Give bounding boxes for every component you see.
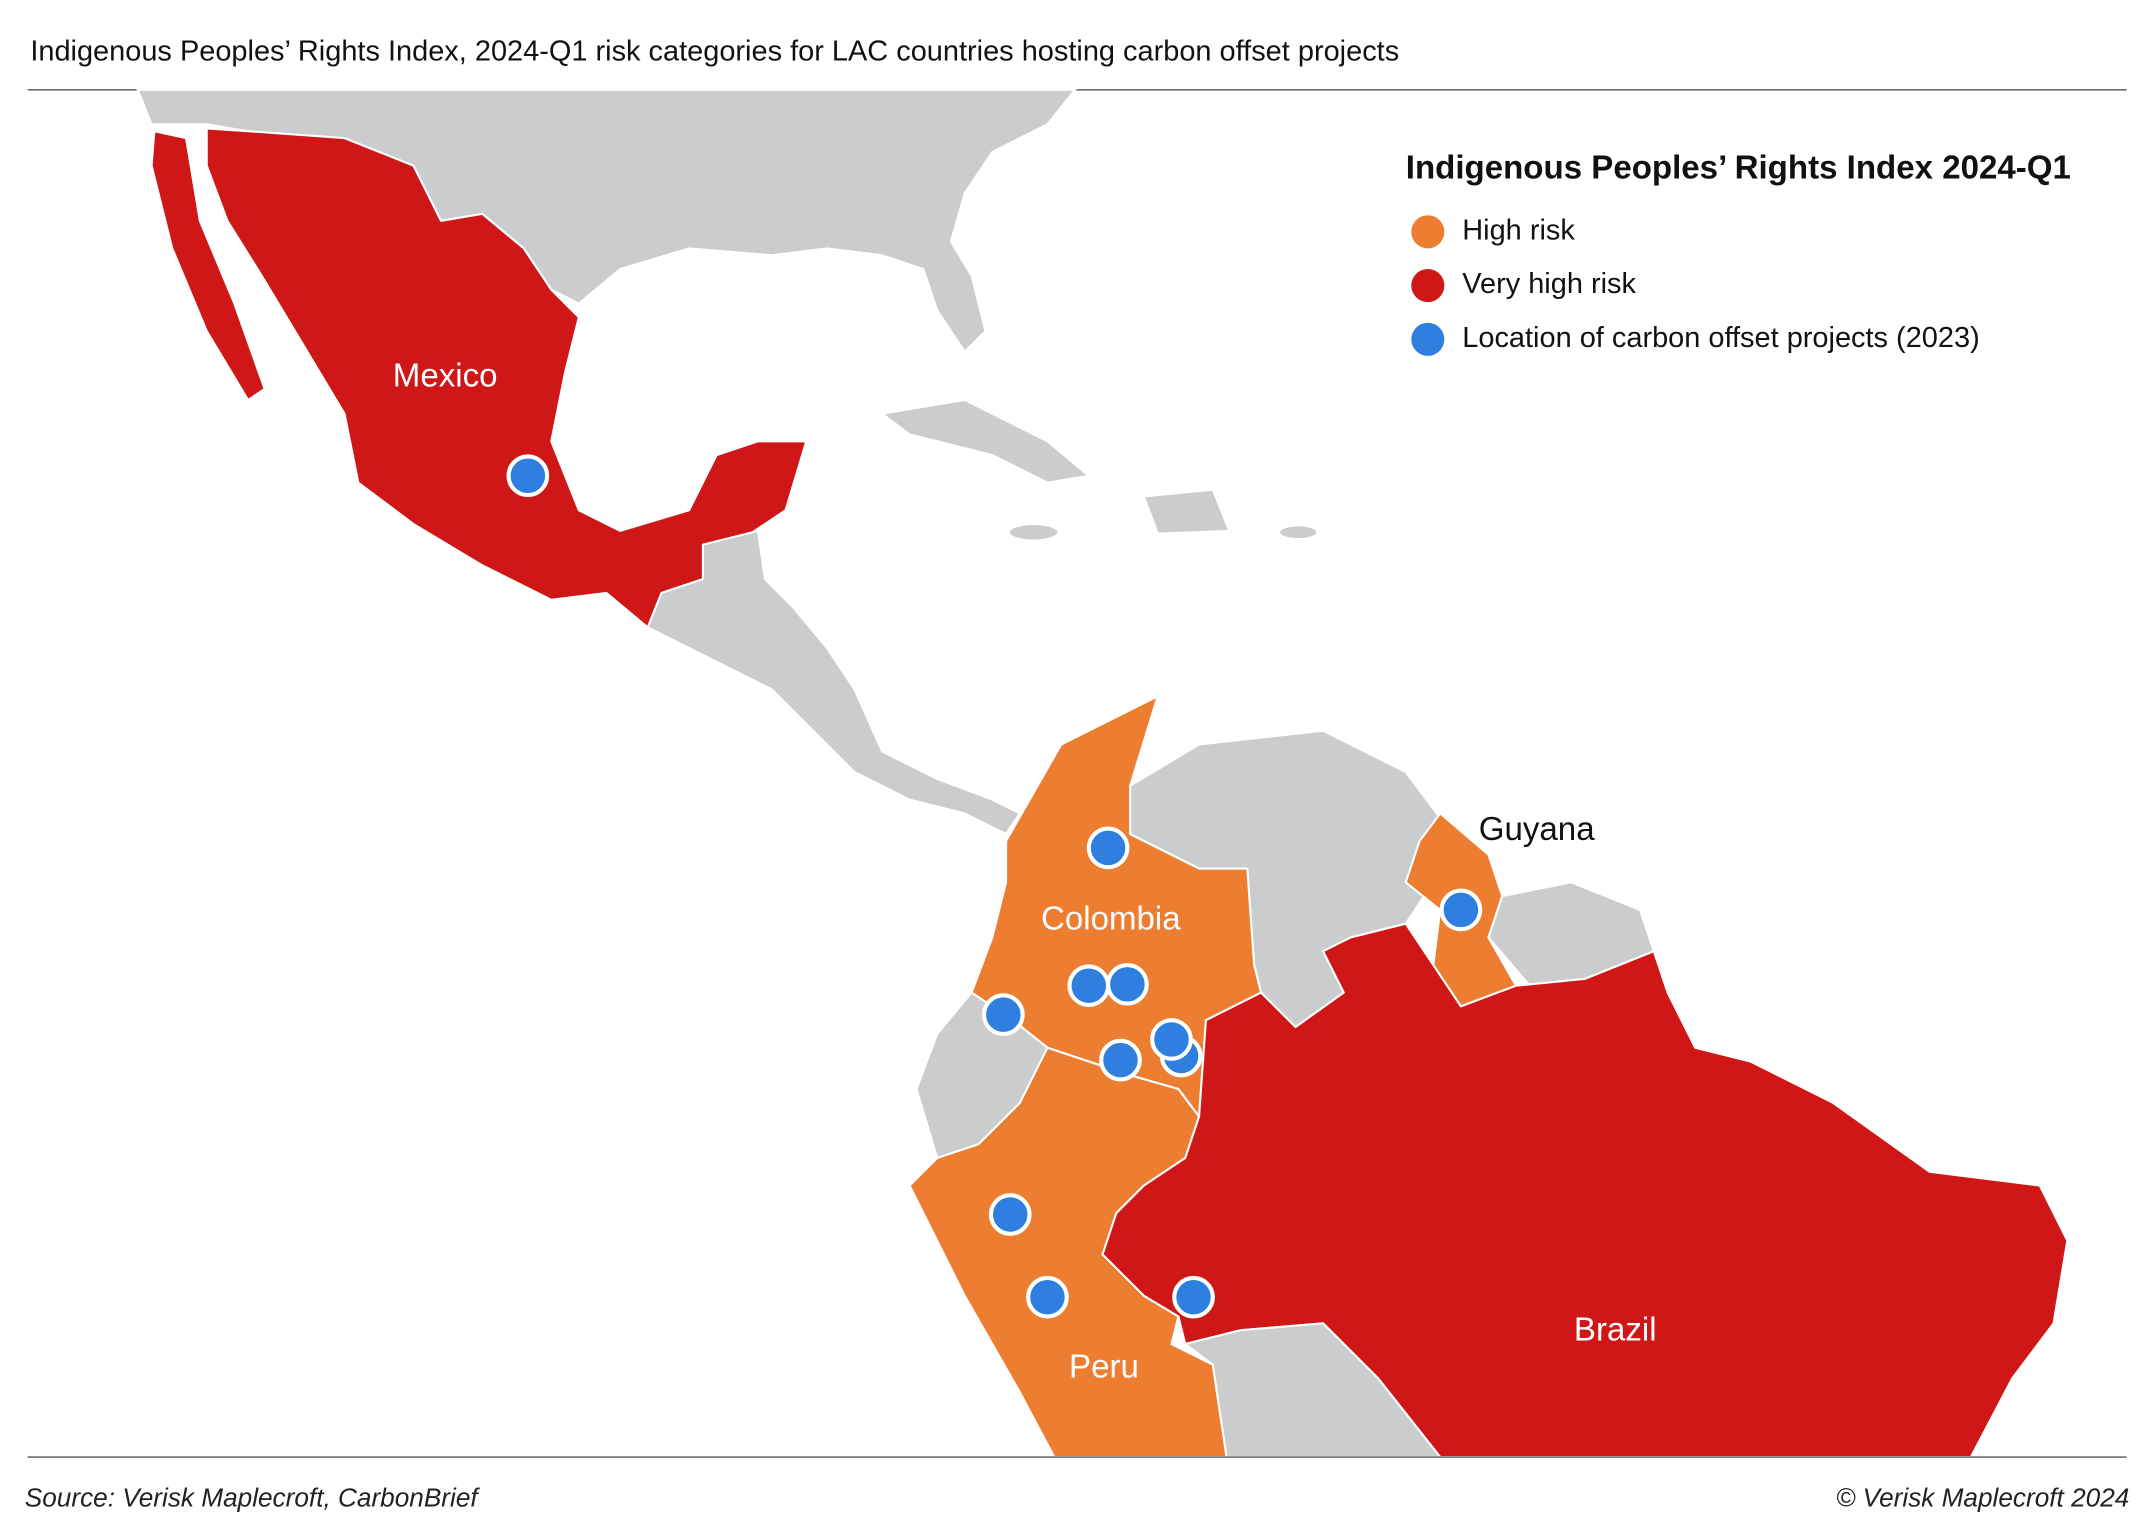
legend-swatch xyxy=(1411,269,1445,303)
legend-label: Very high risk xyxy=(1462,268,1636,300)
legend-title: Indigenous Peoples’ Rights Index 2024-Q1 xyxy=(1406,150,2071,187)
puerto-rico xyxy=(1277,524,1319,541)
legend: Indigenous Peoples’ Rights Index 2024-Q1… xyxy=(1406,150,2071,356)
project-dot xyxy=(1439,888,1483,932)
project-dot xyxy=(1099,1038,1142,1082)
copyright: © Verisk Maplecroft 2024 xyxy=(1836,1483,2129,1513)
cuba xyxy=(879,398,1092,484)
title: Indigenous Peoples’ Rights Index, 2024-Q… xyxy=(30,35,1399,67)
project-dot xyxy=(1172,1275,1215,1319)
hispaniola xyxy=(1142,488,1231,535)
project-dot xyxy=(1067,964,1111,1008)
project-dot xyxy=(1106,962,1149,1006)
bolivia xyxy=(1182,1322,1443,1459)
legend-swatch xyxy=(1411,215,1445,249)
legend-label: Location of carbon offset projects (2023… xyxy=(1462,322,1979,354)
country-label: Brazil xyxy=(1574,1311,1657,1348)
legend-swatch xyxy=(1411,322,1445,356)
mexico xyxy=(205,127,808,630)
project-dot xyxy=(988,1193,1032,1236)
central-america xyxy=(646,529,1022,836)
legend-label: High risk xyxy=(1462,214,1575,246)
baja-california xyxy=(150,129,266,402)
jamaica xyxy=(1007,522,1060,542)
source: Source: Verisk Maplecroft, CarbonBrief xyxy=(25,1483,481,1513)
country-label: Peru xyxy=(1069,1349,1139,1386)
country-label: Mexico xyxy=(393,358,498,395)
country-label: Guyana xyxy=(1479,811,1595,848)
project-dot xyxy=(981,993,1025,1037)
project-dot xyxy=(506,454,550,498)
project-dot xyxy=(1150,1018,1193,1061)
project-locations xyxy=(506,454,1483,1319)
brazil xyxy=(1101,922,2069,1459)
project-dot xyxy=(1086,826,1130,870)
country-label: Colombia xyxy=(1041,901,1181,938)
map: Mexico Colombia Guyana Peru Brazil xyxy=(136,88,2069,1459)
project-dot xyxy=(1026,1275,1069,1319)
